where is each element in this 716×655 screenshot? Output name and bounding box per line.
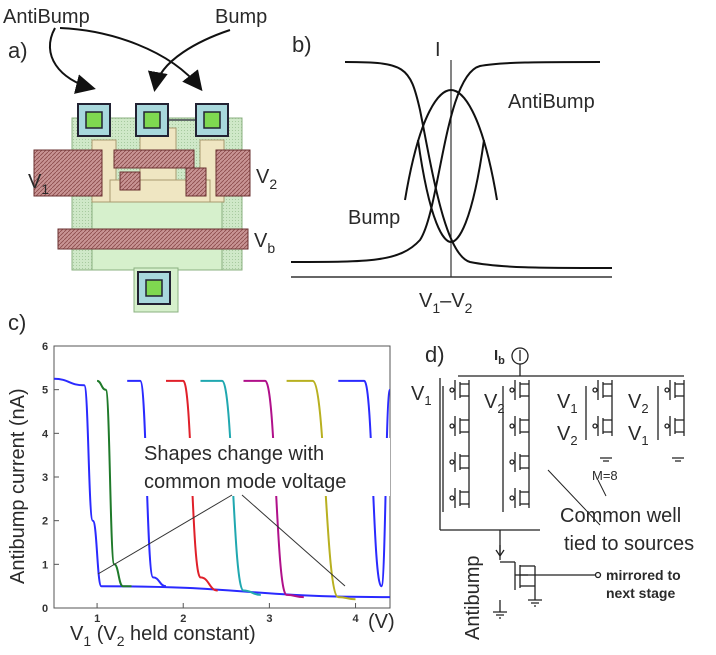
panel-b-plot: b) I AntiBump Bump V1–V2 [290,32,613,316]
c-series-line-1 [53,377,391,599]
panel-c-chart: c) 0 1 2 3 4 5 6 1 2 3 4 Antibump current (nA) V1 … [7,310,395,649]
c-xlabel: V1 (V2 held constant) [70,623,256,649]
pmos-transistor [509,488,529,508]
b-bump-curve [404,88,498,201]
b-current-axis-label: I [435,39,441,61]
d-m-label: M=8 [592,468,618,483]
d-ib-label: Ib [494,347,505,367]
contact-left [77,103,111,137]
c-ytick-label: 0 [42,603,48,615]
d-v2-far: V2 [628,391,649,416]
c-xtick-label: 1 [94,613,100,625]
d-output-terminal [594,571,602,579]
c-ytick-label: 1 [42,559,48,571]
antibump-arrow-left [49,27,96,94]
d-mirror-line2: next stage [606,585,675,601]
c-series-line-2 [96,379,132,588]
c-annotation-line1: Shapes change with [144,443,324,465]
c-annotation-pointer-left [97,494,233,575]
pmos-transistor [509,380,529,400]
d-ground-output [528,599,542,607]
panel-a-layout: a) AntiBump Bump [3,6,277,313]
poly-step-left [119,171,141,191]
d-mirror-line1: mirrored to [606,567,681,583]
pmos-transistor [449,416,469,436]
pmos-transistor [509,416,529,436]
v2-poly-gate [215,149,251,197]
c-ytick-label: 3 [42,472,48,484]
v1-poly-gate [33,149,103,197]
panel-b-label: b) [292,32,312,57]
b-antibump-label: AntiBump [508,91,595,113]
c-ytick-label: 5 [42,385,48,397]
vb-label: Vb [254,230,275,256]
ground-symbol [600,457,612,462]
d-transistor-stacks [442,380,685,512]
d-v1-far: V1 [628,423,649,448]
panel-d-schematic: d) Ib V1 V2 V1 V2 V2 [411,342,694,640]
d-v1-left: V1 [411,383,432,408]
pmos-transistor [449,488,469,508]
panel-c-label: c) [8,310,26,335]
d-common-well-2: tied to sources [564,533,694,555]
pmos-transistor [509,452,529,472]
d-well-pointer [547,469,601,526]
b-rising-curve [290,61,601,263]
c-ticks: 0 1 2 3 4 5 6 1 2 3 4 [42,341,360,625]
b-antibump-curve [417,139,485,244]
v1-label: V1 [28,171,49,197]
poly-step-right [185,167,207,197]
c-annotation-pointer-right [241,494,346,587]
d-m-pointer [597,479,607,497]
pmos-transistor [449,380,469,400]
c-ytick-label: 4 [42,428,49,440]
pmos-transistor [664,416,684,436]
contact-bottom [137,271,171,305]
d-v2-right: V2 [557,423,578,448]
vb-poly-bar [57,228,249,250]
upper-poly-bar [113,149,195,169]
b-falling-curve [344,61,613,269]
c-xtick-label: 3 [266,613,272,625]
c-ytick-label: 2 [42,516,48,528]
b-bump-label: Bump [348,207,400,229]
d-common-well-1: Common well [560,505,681,527]
d-output-arrow [495,545,505,558]
antibump-arrow-right [59,27,203,92]
pmos-transistor [449,452,469,472]
contact-middle [135,103,196,137]
c-ylabel: Antibump current (nA) [7,388,29,584]
pmos-transistor [592,380,612,400]
c-xtick-label: 2 [180,613,186,625]
d-v1-right: V1 [557,391,578,416]
c-x-unit: (V) [368,611,395,633]
antibump-callout: AntiBump [3,6,90,28]
pmos-transistor [664,380,684,400]
b-xlabel: V1–V2 [419,290,473,316]
bump-callout: Bump [215,6,267,28]
panel-d-label: d) [425,342,445,367]
bump-arrow [147,29,231,92]
ground-symbol [672,457,684,462]
c-xtick-label: 4 [353,613,360,625]
d-v2-left: V2 [484,391,505,416]
contact-right [195,103,229,137]
d-antibump-label: Antibump [462,556,484,641]
c-annotation-line2: common mode voltage [144,471,346,493]
c-annotation-backdrop [140,438,390,496]
v2-label: V2 [256,166,277,192]
c-ytick-label: 6 [42,341,48,353]
panel-a-label: a) [8,38,28,63]
d-ground-input [493,600,507,619]
pmos-transistor [592,416,612,436]
